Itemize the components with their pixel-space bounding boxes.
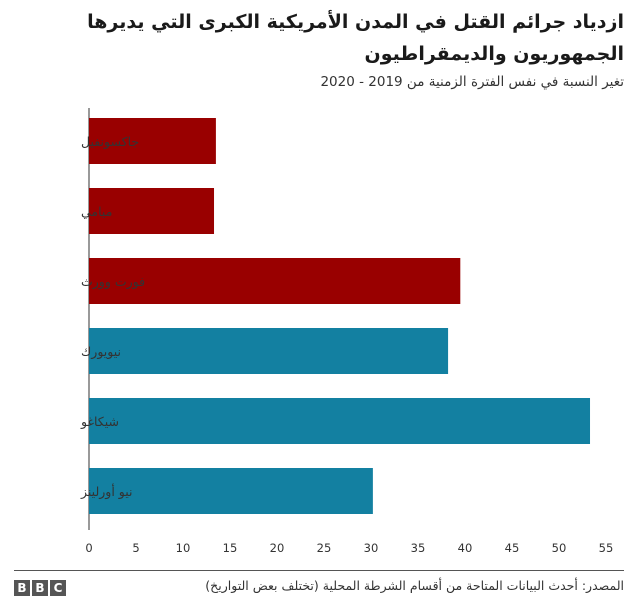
footer-divider — [14, 570, 624, 571]
bbc-logo-block: B — [32, 580, 48, 596]
x-tick-label: 20 — [270, 541, 285, 555]
category-label: فورت وورث — [81, 274, 145, 290]
x-tick-label: 50 — [552, 541, 567, 555]
source-note: المصدر: أحدث البيانات المتاحة من أقسام ا… — [205, 578, 624, 593]
bar — [89, 188, 215, 234]
x-tick-label: 5 — [132, 541, 139, 555]
bar — [89, 328, 449, 374]
chart-title: ازدياد جرائم القتل في المدن الأمريكية ال… — [87, 11, 624, 65]
x-tick-label: 35 — [411, 541, 426, 555]
category-label: جاكسونفيل — [81, 134, 139, 150]
category-label: شيكاغو — [80, 414, 119, 430]
x-tick-label: 45 — [505, 541, 520, 555]
bar — [89, 258, 461, 304]
x-tick-label: 10 — [176, 541, 191, 555]
category-label: ميامي — [81, 204, 112, 219]
x-tick-label: 25 — [317, 541, 332, 555]
x-tick-label: 55 — [599, 541, 614, 555]
bbc-logo-block: B — [14, 580, 30, 596]
bar-chart: 0 5 10 15 20 25 30 35 40 45 50 55 جاكسونفيل ميامي فورت… — [80, 108, 614, 555]
bar — [89, 118, 216, 164]
bar — [89, 398, 591, 444]
chart-subtitle: تغير النسبة في نفس الفترة الزمنية من 201… — [320, 74, 624, 90]
bar — [89, 468, 373, 514]
bbc-logo: B B C — [14, 580, 66, 596]
bbc-logo-block: C — [50, 580, 66, 596]
x-tick-label: 0 — [85, 541, 92, 555]
x-tick-label: 30 — [364, 541, 379, 555]
category-label: نيويورك — [81, 344, 121, 360]
x-tick-label: 15 — [223, 541, 238, 555]
x-tick-label: 40 — [458, 541, 473, 555]
category-label: نيو أورلينز — [80, 483, 132, 500]
